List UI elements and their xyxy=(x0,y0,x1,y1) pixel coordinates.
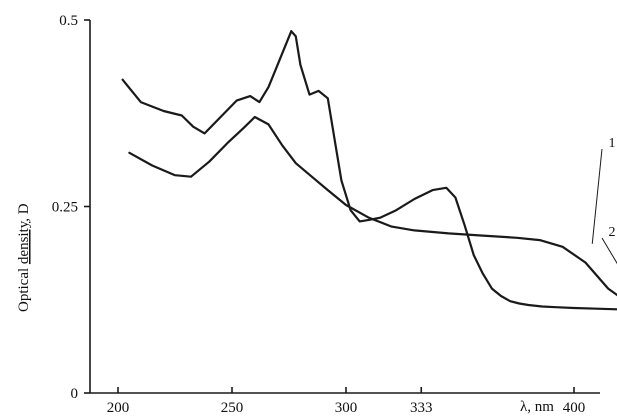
series-label-2: 2 xyxy=(609,225,616,240)
y-axis-label: Optical density, D xyxy=(16,203,32,312)
series-label-1: 1 xyxy=(609,136,616,151)
y-ticks: 0 0.25 0.5 xyxy=(52,13,90,402)
series-leader-line-1 xyxy=(591,148,603,244)
series-line-2 xyxy=(128,115,617,297)
x-axis-label: λ, nm xyxy=(520,399,554,415)
series-line-1 xyxy=(121,30,617,311)
y-tick-label: 0.5 xyxy=(59,13,78,29)
y-axis-label-underlined: density xyxy=(16,220,32,264)
y-axis-label-suffix: , D xyxy=(16,203,32,222)
y-tick-label: 0.25 xyxy=(52,200,78,216)
series-group xyxy=(121,30,617,311)
annotations: 12 xyxy=(591,136,617,265)
x-ticks: 200 250 300 333 400 xyxy=(107,387,586,416)
x-tick-label: 250 xyxy=(221,400,244,416)
x-tick-label: 200 xyxy=(107,400,130,416)
y-axis-label-prefix: Optical xyxy=(16,264,32,312)
x-tick-label: 333 xyxy=(410,400,433,416)
y-tick-label: 0 xyxy=(71,386,79,402)
x-tick-label: 300 xyxy=(335,400,358,416)
series-leader-line-2 xyxy=(601,237,617,265)
x-tick-label: 400 xyxy=(563,400,586,416)
axes xyxy=(89,20,600,394)
